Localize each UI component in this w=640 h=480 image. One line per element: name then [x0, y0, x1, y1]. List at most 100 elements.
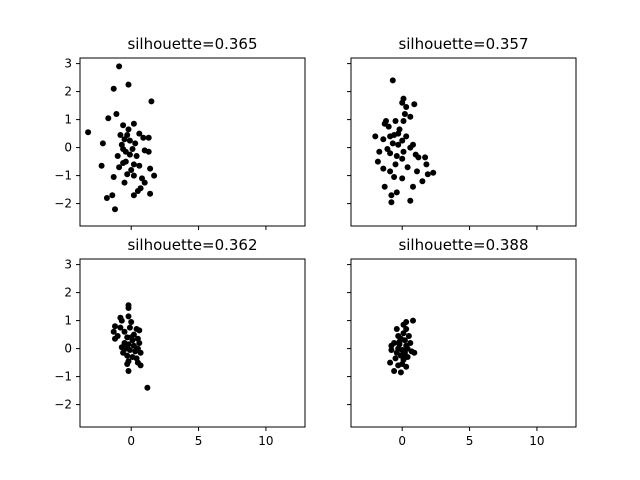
data-point	[113, 111, 120, 117]
data-point	[392, 161, 399, 168]
data-point	[414, 168, 420, 175]
data-point	[128, 334, 135, 341]
data-point	[388, 192, 395, 199]
data-point	[419, 178, 426, 185]
y-tick-label: −2	[54, 197, 72, 211]
axes-frame	[79, 258, 306, 428]
axes-frame	[350, 57, 577, 227]
data-point	[392, 355, 399, 362]
data-point	[117, 324, 124, 331]
data-point	[403, 104, 410, 110]
data-point	[116, 63, 123, 70]
x-tick-label: 0	[398, 434, 406, 448]
data-point	[133, 153, 140, 159]
subplot-1: −2 −1 0 1 2 3 silhouette=0.365	[54, 35, 306, 230]
data-point	[98, 162, 105, 169]
data-point	[129, 146, 136, 152]
data-point	[404, 164, 411, 171]
data-point	[422, 154, 429, 161]
data-point	[85, 129, 92, 136]
data-point	[392, 118, 399, 124]
data-point	[112, 335, 118, 342]
y-tick-label: 1	[64, 113, 72, 127]
data-point	[407, 113, 414, 120]
data-point	[141, 179, 148, 186]
data-point	[388, 199, 395, 206]
data-point	[125, 126, 132, 133]
data-point	[109, 192, 116, 199]
y-tick-label: 0	[64, 342, 72, 356]
subplot-title: silhouette=0.362	[127, 236, 257, 254]
x-tick-label: 5	[466, 434, 474, 448]
data-point	[380, 165, 387, 172]
subplot-2: silhouette=0.357	[347, 35, 577, 230]
data-point	[124, 352, 131, 359]
data-point	[376, 148, 383, 155]
data-point	[411, 101, 418, 108]
axes-frame	[79, 57, 306, 227]
data-point	[410, 317, 416, 324]
data-point	[124, 361, 131, 367]
y-tick-label: −1	[54, 169, 72, 183]
subplot-title: silhouette=0.365	[127, 35, 257, 53]
data-point	[128, 319, 135, 325]
data-point	[411, 349, 418, 356]
data-point	[112, 323, 118, 330]
data-point	[407, 144, 414, 151]
data-point	[372, 133, 379, 140]
y-tick-label: 2	[64, 286, 72, 300]
data-point	[389, 140, 396, 147]
data-point	[125, 368, 132, 374]
x-tick-label: 5	[195, 434, 203, 448]
data-point	[118, 317, 125, 324]
data-point	[114, 153, 121, 159]
data-point	[391, 368, 398, 374]
data-point	[137, 362, 144, 369]
data-point	[140, 134, 147, 141]
axes-frame	[350, 258, 577, 428]
data-point	[126, 324, 133, 331]
data-point	[136, 162, 143, 169]
data-point	[395, 141, 402, 148]
subplot-3: 0 5 10 −2 −1 0 1 2 3 silhouette=0.362	[54, 236, 306, 448]
data-point	[136, 340, 143, 346]
data-point	[397, 369, 404, 376]
data-point	[125, 313, 132, 320]
data-point	[130, 120, 137, 127]
data-point	[99, 140, 106, 147]
data-point	[387, 359, 394, 366]
data-point	[122, 158, 129, 165]
data-point	[401, 111, 408, 117]
data-point	[388, 347, 395, 353]
data-point	[380, 136, 387, 143]
data-point	[395, 362, 402, 369]
data-point	[105, 115, 112, 122]
x-tick-label: 0	[127, 434, 135, 448]
data-point	[387, 168, 394, 175]
data-point	[399, 99, 406, 106]
data-point	[144, 384, 151, 391]
data-point	[400, 330, 407, 337]
x-tick-label: 10	[529, 434, 544, 448]
data-point	[121, 179, 128, 186]
data-point	[147, 165, 154, 172]
data-point	[132, 348, 139, 355]
data-point	[121, 328, 128, 335]
data-point	[128, 167, 135, 173]
data-point	[391, 132, 398, 138]
data-point	[389, 77, 396, 84]
data-point	[125, 81, 132, 88]
data-point	[124, 171, 131, 178]
data-point	[110, 85, 117, 92]
data-point	[117, 132, 124, 138]
x-tick-label: 10	[258, 434, 273, 448]
data-point	[410, 183, 416, 190]
data-point	[145, 134, 152, 141]
data-point	[391, 174, 398, 180]
data-point	[424, 171, 431, 178]
data-point	[400, 148, 407, 155]
y-tick-label: 0	[64, 141, 72, 155]
data-point	[400, 118, 407, 124]
data-point	[136, 130, 143, 137]
data-point	[415, 154, 422, 161]
